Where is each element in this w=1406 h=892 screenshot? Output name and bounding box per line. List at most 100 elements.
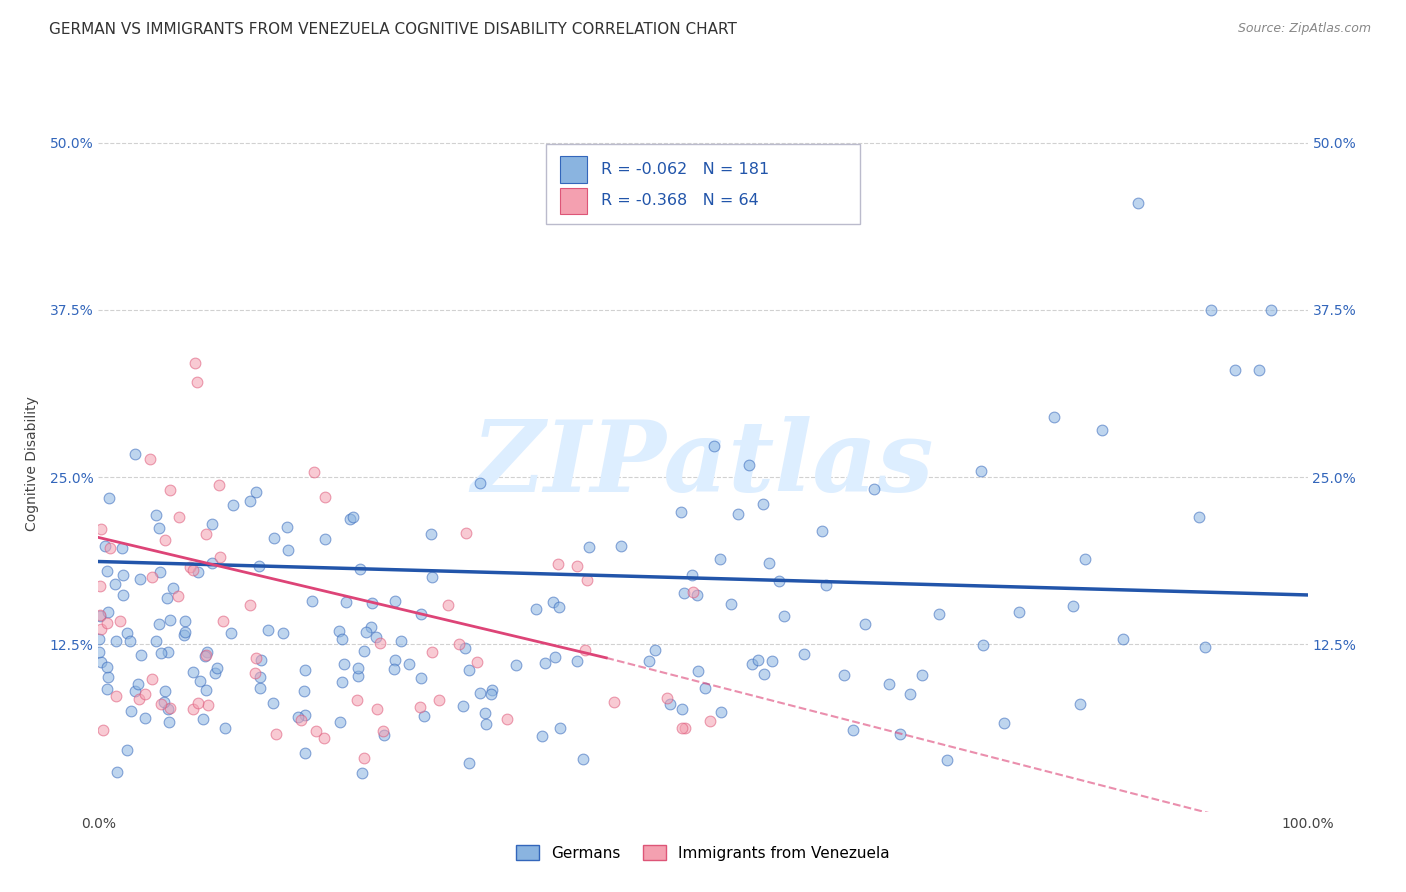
Point — [686, 664, 709, 678]
Point — [314, 490, 336, 504]
Point — [834, 668, 856, 682]
Point — [567, 654, 589, 668]
Text: R = -0.062   N = 181: R = -0.062 N = 181 — [602, 162, 769, 177]
Point — [671, 721, 693, 735]
Point — [148, 616, 170, 631]
Point — [578, 540, 600, 554]
Point — [655, 690, 678, 705]
Point — [815, 578, 838, 592]
Point — [96, 682, 118, 697]
Point — [201, 556, 224, 570]
Point — [565, 559, 588, 574]
Point — [159, 483, 181, 498]
Point — [531, 729, 554, 743]
Point — [249, 652, 271, 666]
Point — [603, 695, 626, 709]
Point — [204, 666, 226, 681]
Point — [153, 533, 176, 548]
Point — [637, 654, 659, 668]
Point — [458, 756, 481, 770]
Point — [195, 644, 218, 658]
Point — [111, 568, 134, 582]
Point — [342, 509, 364, 524]
Point — [181, 563, 204, 577]
Point — [911, 668, 934, 682]
Point — [409, 607, 432, 621]
Point — [115, 743, 138, 757]
Point — [221, 498, 243, 512]
Point — [127, 676, 149, 690]
Point — [112, 589, 135, 603]
Point — [90, 622, 112, 636]
Point — [1260, 303, 1282, 318]
Point — [128, 573, 150, 587]
Point — [644, 643, 666, 657]
Point — [1188, 510, 1211, 524]
Point — [134, 687, 156, 701]
Point — [936, 753, 959, 767]
Point — [89, 579, 111, 593]
Point — [90, 655, 112, 669]
Point — [188, 673, 211, 688]
Point — [328, 624, 350, 638]
Point — [145, 634, 167, 648]
Point — [353, 751, 375, 765]
Point — [1112, 632, 1135, 646]
Point — [156, 591, 179, 606]
Point — [89, 609, 111, 624]
Point — [249, 681, 271, 695]
Point — [256, 623, 278, 637]
Point — [758, 556, 780, 570]
Point — [364, 631, 387, 645]
Point — [332, 657, 354, 672]
Point — [156, 645, 179, 659]
Point — [105, 764, 128, 779]
Point — [277, 543, 299, 558]
Point — [354, 625, 377, 640]
Point — [245, 665, 267, 680]
Point — [350, 766, 373, 780]
Point — [1074, 551, 1097, 566]
Point — [673, 586, 696, 600]
Point — [671, 702, 693, 716]
Point — [214, 721, 236, 735]
Point — [811, 524, 834, 539]
Point — [156, 702, 179, 716]
Point — [197, 698, 219, 712]
Point — [111, 541, 134, 555]
Point — [669, 505, 692, 519]
Point — [247, 558, 270, 573]
Point — [458, 663, 481, 677]
Point — [187, 696, 209, 710]
Point — [301, 594, 323, 608]
Point — [548, 721, 571, 735]
Point — [368, 636, 391, 650]
Point — [96, 660, 118, 674]
Point — [294, 707, 316, 722]
Point — [245, 651, 267, 665]
Point — [200, 517, 222, 532]
Point — [187, 565, 209, 579]
Point — [262, 696, 284, 710]
Point — [194, 649, 217, 664]
Point — [437, 598, 460, 612]
Point — [1223, 363, 1246, 377]
Point — [276, 520, 298, 534]
Point — [239, 494, 262, 508]
Point — [575, 573, 598, 587]
Point — [360, 620, 382, 634]
Point — [91, 723, 114, 737]
Point — [695, 681, 717, 695]
Point — [294, 663, 316, 677]
Point — [681, 568, 703, 582]
Point — [479, 687, 502, 701]
Point — [157, 714, 180, 729]
Point — [314, 731, 336, 745]
Point — [159, 613, 181, 627]
Point — [659, 697, 682, 711]
Point — [841, 723, 863, 737]
Point — [673, 721, 696, 735]
Point — [474, 706, 496, 720]
Point — [419, 527, 441, 541]
Point — [347, 669, 370, 683]
